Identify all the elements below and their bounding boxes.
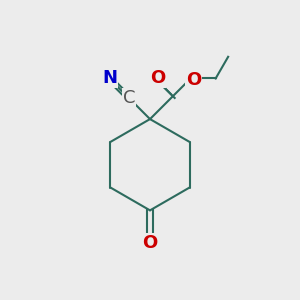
Text: O: O (142, 234, 158, 252)
Text: O: O (150, 69, 165, 87)
Text: O: O (186, 71, 201, 89)
Text: C: C (123, 89, 135, 107)
Text: N: N (103, 69, 118, 87)
